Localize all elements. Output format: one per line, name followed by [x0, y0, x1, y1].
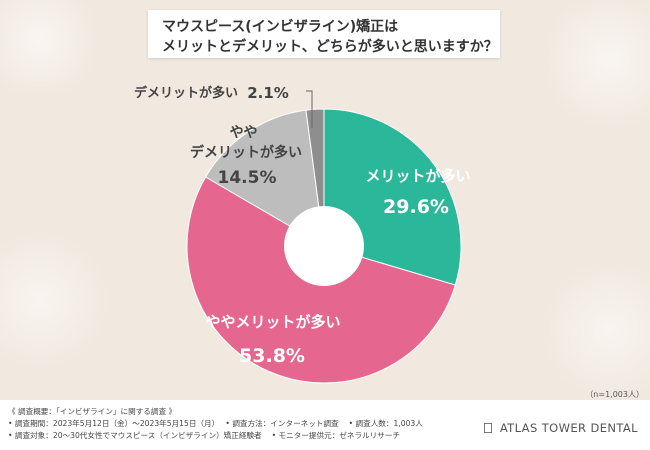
label-somewhat-merit: ややメリットが多い — [205, 313, 340, 331]
survey-footer: 《 調査概要：「インビザライン」に関する調査 》 • 調査期間：2023年5月1… — [0, 400, 650, 450]
survey-summary-title: 《 調査概要：「インビザライン」に関する調査 》 — [8, 407, 177, 416]
sample-size: （n=1,003人） — [585, 390, 644, 399]
label-merit: メリットが多い — [365, 167, 470, 185]
value-demerit: 2.1% — [247, 84, 289, 102]
label-somewhat-demerit: やや デメリットが多い — [190, 125, 302, 161]
label-demerit: デメリットが多い — [134, 85, 238, 101]
value-merit: 29.6% — [383, 196, 449, 218]
slice-somewhat-demerit — [204, 109, 325, 247]
question-title-box: マウスピース(インビザライン)矯正は メリットとデメリット、どちらが多いと思いま… — [148, 10, 500, 58]
question-title-line-1: マウスピース(インビザライン)矯正は — [162, 19, 399, 35]
value-somewhat-demerit: 14.5% — [218, 168, 277, 188]
survey-details-2: • 調査対象：20～30代女性でマウスピース（インビザライン）矯正経験者 • モ… — [8, 431, 401, 440]
brand-logo: ATLAS TOWER DENTAL — [483, 421, 638, 435]
donut-hole — [284, 206, 364, 286]
value-somewhat-merit: 53.8% — [239, 345, 305, 367]
leader-line-demerit — [306, 90, 313, 128]
tower-icon — [483, 423, 492, 433]
brand-name: ATLAS TOWER DENTAL — [499, 421, 638, 435]
survey-details-1: • 調査期間：2023年5月12日（金）～2023年5月15日（月） • 調査方… — [8, 419, 423, 428]
question-title-line-2: メリットとデメリット、どちらが多いと思いますか？ — [162, 39, 498, 55]
